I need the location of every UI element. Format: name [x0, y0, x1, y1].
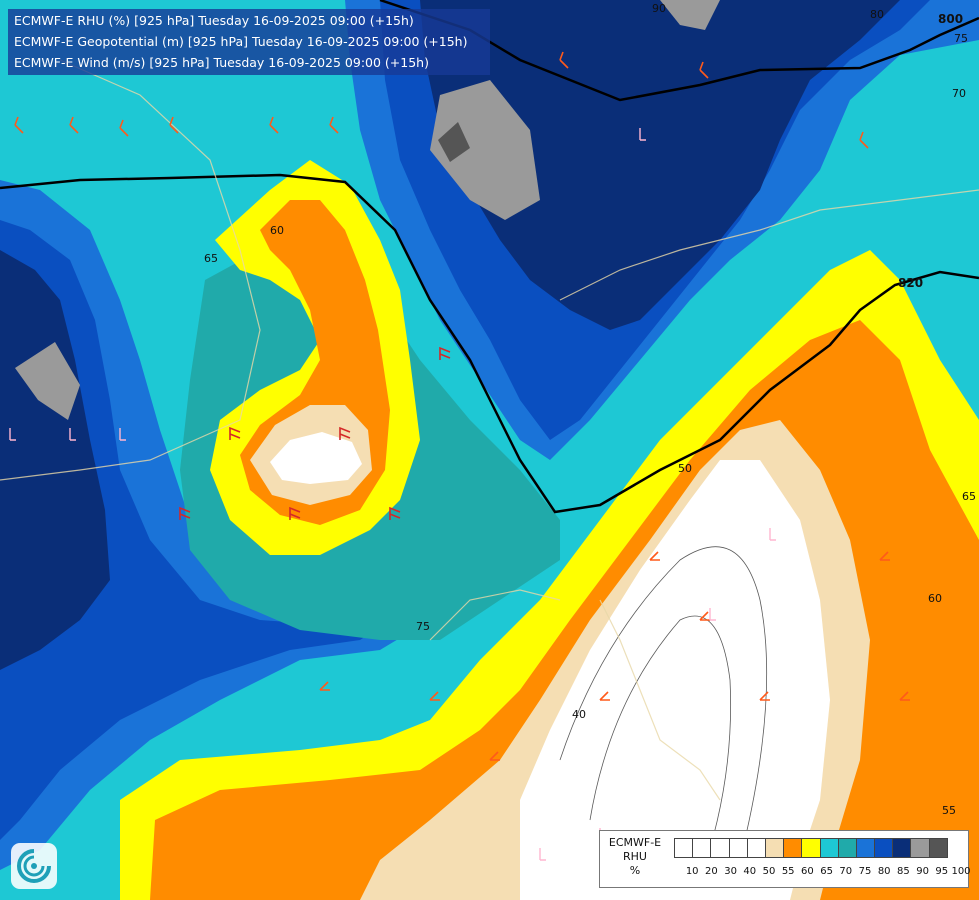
geopotential-label-820: 820	[898, 276, 923, 290]
legend-title: ECMWF-E RHU %	[602, 836, 668, 878]
legend-swatch	[783, 838, 803, 858]
legend-swatch	[801, 838, 821, 858]
legend-swatch	[728, 838, 748, 858]
wind-barbs-red	[179, 346, 451, 520]
rhu-label-60: 60	[270, 224, 284, 237]
rhu-label-65-east: 65	[962, 490, 976, 503]
rhu-90-northeast	[420, 0, 900, 330]
legend-tick-label: 95	[935, 866, 949, 877]
legend-tick-label: 60	[801, 866, 814, 877]
legend-tick-label: 55	[781, 866, 795, 877]
legend-swatch	[837, 838, 857, 858]
geopotential-800-line	[379, 0, 979, 102]
legend-title-model: ECMWF-E	[608, 836, 662, 849]
rhu-100-northeast-patch	[438, 122, 470, 162]
header-line-geopotential: ECMWF-E Geopotential (m) [925 hPa] Tuesd…	[14, 34, 468, 49]
rhu-95-northeast-patch	[430, 80, 540, 220]
legend-swatch	[764, 838, 785, 858]
legend-title-variable: RHU	[623, 850, 647, 863]
legend-ticks: 10 20 30 40 50 55 60 65 70 75 80 85 90 95 100	[674, 866, 974, 880]
legend-swatch	[710, 838, 730, 858]
legend-tick-label: 75	[858, 866, 872, 877]
map-header: ECMWF-E RHU (%) [925 hPa] Tuesday 16-09-…	[8, 9, 490, 75]
wind-barbs	[14, 51, 910, 761]
rhu-95-west-patch	[15, 342, 80, 420]
rhu-50-west-lobe	[270, 432, 362, 484]
legend-tick-label: 50	[762, 866, 776, 877]
rhu-50-southeast	[520, 460, 830, 900]
legend-colorbar	[674, 838, 948, 858]
legend-swatch	[692, 838, 712, 858]
rhu-contour-lines	[559, 546, 768, 881]
legend-swatch	[928, 838, 948, 858]
legend-tick-label: 100	[951, 866, 971, 877]
rhu-label-75: 75	[954, 32, 968, 45]
rhu-label-90: 90	[652, 2, 666, 15]
legend-swatch	[855, 838, 876, 858]
geopotential-820-line	[0, 173, 979, 514]
legend-swatch	[674, 838, 694, 858]
legend-title-unit: %	[629, 864, 641, 877]
rhu-label-65: 65	[204, 252, 218, 265]
logo-icon	[11, 843, 57, 889]
legend-swatch	[819, 838, 839, 858]
legend-tick-label: 65	[820, 866, 833, 877]
country-borders	[0, 59, 979, 801]
legend-tick-label: 30	[724, 866, 737, 877]
legend-tick-label: 80	[877, 866, 891, 877]
legend-tick-label: 40	[743, 866, 757, 877]
legend-swatch	[746, 838, 766, 858]
geopotential-label-800: 800	[938, 12, 963, 26]
rhu-85-west	[0, 220, 390, 840]
rhu-label-55: 55	[942, 804, 956, 817]
rhu-label-50: 50	[678, 462, 692, 475]
rhu-label-80: 80	[870, 8, 884, 21]
legend-tick-label: 20	[705, 866, 718, 877]
legend-tick-label: 90	[916, 866, 929, 877]
legend-swatch	[910, 838, 930, 858]
rhu-90-west	[0, 250, 110, 670]
rhu-label-75-south: 75	[416, 620, 430, 633]
rhu-label-60-east: 60	[928, 592, 942, 605]
legend-tick-label: 10	[685, 866, 699, 877]
rhu-95-north-patch	[660, 0, 720, 30]
legend-swatch	[874, 838, 894, 858]
legend-swatch	[892, 838, 912, 858]
rhu-label-70: 70	[952, 87, 966, 100]
header-line-rhu: ECMWF-E RHU (%) [925 hPa] Tuesday 16-09-…	[14, 13, 414, 28]
rhu-legend: ECMWF-E RHU % 10 20 30 40 50 55 60 65 70 75 80 85 90…	[599, 830, 971, 888]
rhu-label-40: 40	[572, 708, 586, 721]
legend-tick-label: 85	[897, 866, 910, 877]
header-line-wind: ECMWF-E Wind (m/s) [925 hPa] Tuesday 16-…	[14, 55, 429, 70]
legend-tick-label: 70	[839, 866, 853, 877]
